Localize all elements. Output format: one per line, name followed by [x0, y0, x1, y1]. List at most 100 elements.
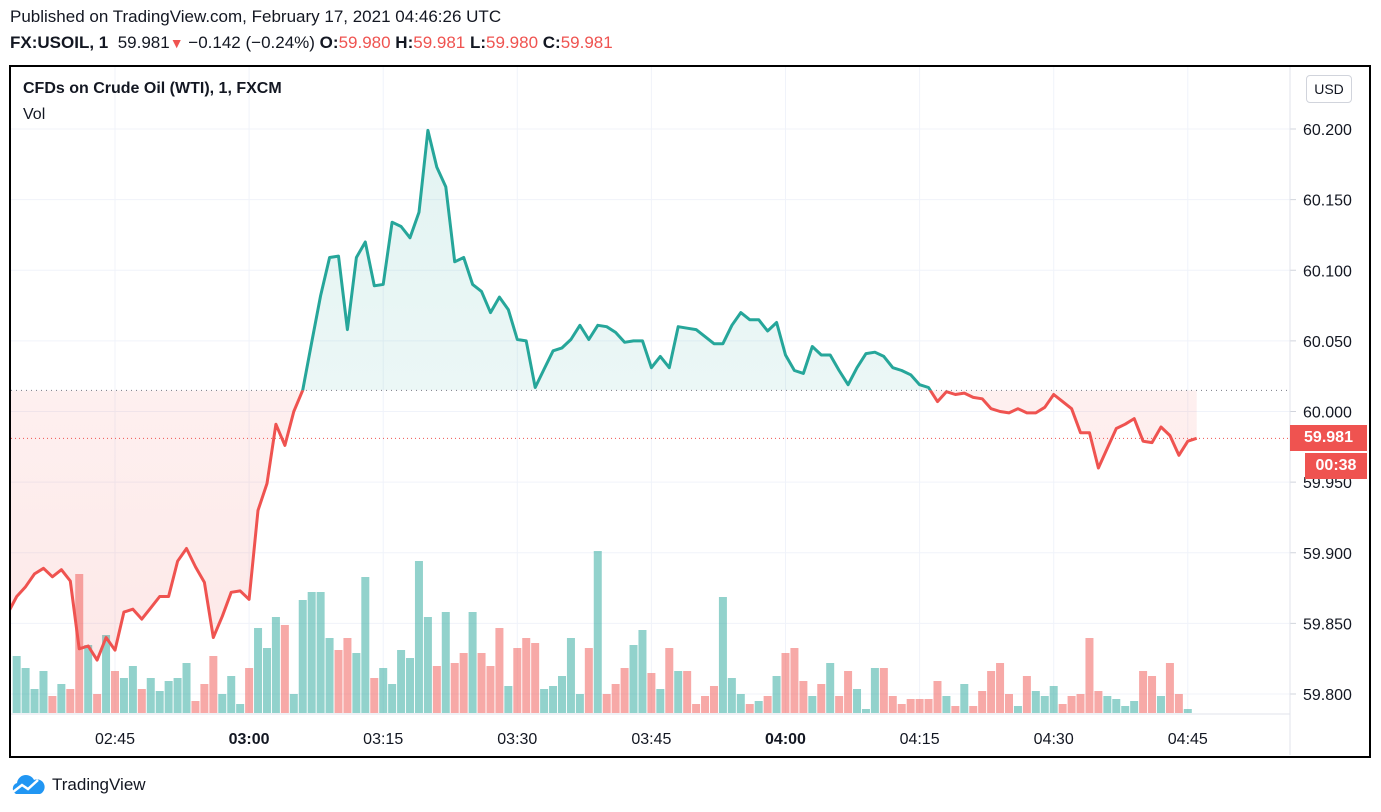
open-value: 59.980: [338, 33, 391, 52]
volume-bar: [1094, 691, 1103, 713]
volume-bar: [298, 600, 307, 713]
volume-bar: [1040, 696, 1049, 713]
volume-bar: [933, 681, 942, 713]
volume-bar: [182, 663, 191, 713]
volume-bar: [12, 656, 21, 713]
volume-bar: [271, 617, 280, 713]
close-label: C:: [542, 33, 561, 52]
volume-bar: [111, 671, 119, 713]
volume-bar: [531, 643, 540, 713]
volume-bar: [397, 650, 406, 713]
volume-bar: [477, 653, 486, 713]
volume-bar: [647, 673, 656, 713]
volume-bar: [119, 678, 128, 713]
series-legend-title: CFDs on Crude Oil (WTI), 1, FXCM: [23, 80, 282, 97]
volume-bar: [164, 681, 173, 713]
volume-bar: [1076, 694, 1085, 713]
volume-bar: [772, 676, 781, 713]
volume-bar: [280, 625, 289, 713]
volume-bar: [1031, 691, 1040, 713]
volume-bar: [406, 658, 415, 713]
volume-bar: [844, 671, 853, 713]
volume-bar: [414, 561, 423, 713]
volume-bar: [245, 668, 254, 713]
baseline-area-up: [302, 130, 931, 391]
volume-bar: [924, 699, 933, 713]
volume-bar: [1067, 696, 1076, 713]
volume-bar: [450, 663, 459, 713]
volume-bar: [969, 706, 978, 713]
volume-bars: [12, 551, 1192, 713]
volume-bar: [826, 663, 835, 713]
volume-bar: [388, 684, 397, 713]
volume-bar: [584, 648, 593, 713]
volume-bar: [540, 689, 549, 713]
volume-bar: [763, 696, 772, 713]
volume-bar: [674, 671, 683, 713]
last-price: 59.981: [117, 33, 170, 52]
volume-bar: [370, 678, 379, 713]
volume-bar: [683, 671, 692, 713]
volume-bar: [870, 668, 879, 713]
volume-bar: [549, 686, 558, 713]
volume-bar: [432, 666, 441, 713]
tradingview-logo[interactable]: TradingView: [10, 774, 146, 796]
high-label: H:: [395, 33, 414, 52]
volume-bar: [996, 663, 1005, 713]
volume-bar: [200, 684, 209, 713]
volume-bar: [808, 696, 817, 713]
volume-bar: [352, 653, 361, 713]
volume-bar: [459, 653, 468, 713]
volume-bar: [468, 612, 477, 713]
cloud-logo-icon: [12, 775, 45, 794]
y-tick-label: 60.200: [1303, 122, 1352, 139]
volume-bar: [227, 676, 236, 713]
currency-button[interactable]: USD: [1306, 75, 1352, 103]
volume-bar: [602, 694, 611, 713]
volume-bar: [423, 617, 432, 713]
open-label: O:: [319, 33, 339, 52]
volume-bar: [709, 686, 718, 713]
volume-bar: [218, 694, 227, 713]
y-tick-label: 59.900: [1303, 546, 1352, 563]
volume-bar: [987, 671, 996, 713]
y-tick-label: 60.150: [1303, 193, 1352, 210]
volume-bar: [951, 706, 960, 713]
volume-bar: [173, 678, 182, 713]
volume-bar: [638, 630, 647, 713]
high-value: 59.981: [413, 33, 466, 52]
price-line-down: [11, 390, 1198, 662]
y-tick-label: 60.000: [1303, 405, 1352, 422]
volume-bar: [513, 648, 522, 713]
volume-bar: [978, 691, 987, 713]
volume-bar: [620, 668, 629, 713]
volume-bar: [1112, 699, 1121, 713]
volume-bar: [289, 694, 298, 713]
volume-bar: [853, 689, 862, 713]
volume-bar: [906, 699, 915, 713]
y-tick-label: 60.050: [1303, 334, 1352, 351]
y-tick-label: 60.100: [1303, 263, 1352, 280]
volume-bar: [1130, 701, 1139, 713]
volume-legend: Vol: [23, 106, 46, 123]
volume-bar: [1121, 706, 1130, 713]
volume-bar: [665, 648, 674, 713]
volume-bar: [558, 676, 566, 713]
volume-bar: [692, 704, 701, 713]
volume-bar: [66, 689, 75, 713]
price-change: −0.142 (−0.24%): [188, 33, 315, 52]
volume-bar: [888, 696, 897, 713]
volume-bar: [727, 678, 736, 713]
volume-bar: [325, 638, 334, 713]
volume-bar: [1148, 676, 1157, 713]
triangle-down-icon: ▼: [169, 35, 184, 51]
volume-bar: [835, 696, 844, 713]
volume-bar: [209, 656, 218, 713]
volume-bar: [343, 638, 352, 713]
volume-bar: [1139, 671, 1148, 713]
volume-bar: [879, 668, 888, 713]
volume-bar: [486, 666, 495, 713]
x-tick-label: 04:15: [900, 731, 940, 748]
volume-bar: [495, 628, 504, 713]
